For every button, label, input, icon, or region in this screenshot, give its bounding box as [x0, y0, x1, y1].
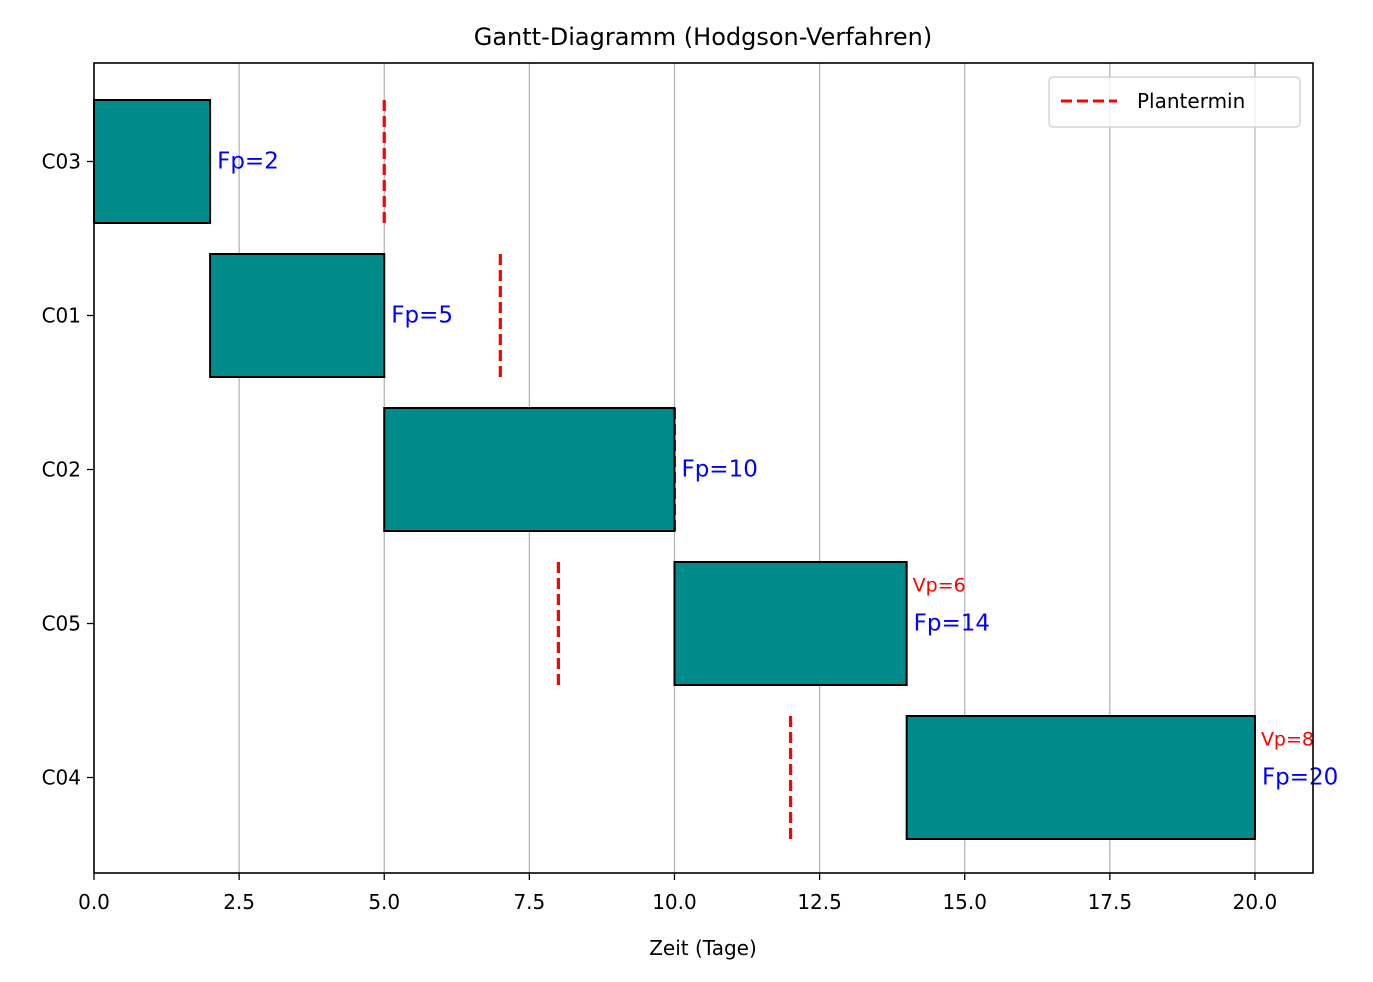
- legend-box: [1048, 76, 1301, 128]
- finish-label: Fp=10: [681, 457, 757, 483]
- x-tick-label: 0.0: [78, 890, 110, 914]
- delay-label: Vp=6: [913, 575, 966, 597]
- x-tick-label: 12.5: [797, 890, 842, 914]
- task-bar: [383, 407, 676, 532]
- x-axis-label: Zeit (Tage): [649, 936, 757, 960]
- task-bar: [93, 99, 212, 224]
- task-bar: [905, 715, 1256, 840]
- y-tick-label: C02: [42, 458, 81, 482]
- delay-label: Vp=8: [1261, 729, 1314, 751]
- plot-frame: [93, 62, 1314, 874]
- y-tick-label: C01: [42, 304, 81, 328]
- y-tick-label: C04: [42, 766, 81, 790]
- x-tick-label: 17.5: [1088, 890, 1133, 914]
- task-bar: [209, 253, 386, 378]
- task-bar: [673, 561, 908, 686]
- label-layer: Fp=2 Fp=5 Fp=10 Fp=14 Vp=6 Fp=20 Vp=8: [217, 149, 1338, 791]
- x-tick-label: 7.5: [513, 890, 545, 914]
- x-tick-label: 20.0: [1233, 890, 1278, 914]
- y-tick-label: C03: [42, 150, 81, 174]
- y-tick-label: C05: [42, 612, 81, 636]
- x-tick-label: 15.0: [942, 890, 987, 914]
- finish-label: Fp=5: [391, 303, 453, 329]
- x-tick-label: 5.0: [368, 890, 400, 914]
- x-tick-label: 2.5: [223, 890, 255, 914]
- finish-label: Fp=14: [914, 611, 990, 637]
- x-axis: 0.0 2.5 5.0 7.5 10.0 12.5 15.0 17.5 20.0: [78, 873, 1277, 914]
- bar-layer: [93, 99, 1256, 840]
- finish-label: Fp=2: [217, 149, 279, 175]
- chart-title: Gantt-Diagramm (Hodgson-Verfahren): [474, 23, 933, 51]
- legend-label-plantermin: Plantermin: [1137, 89, 1245, 113]
- x-tick-label: 10.0: [652, 890, 697, 914]
- y-axis: C03 C01 C02 C05 C04: [42, 150, 94, 790]
- finish-label: Fp=20: [1262, 765, 1338, 791]
- legend: Plantermin: [1048, 76, 1301, 128]
